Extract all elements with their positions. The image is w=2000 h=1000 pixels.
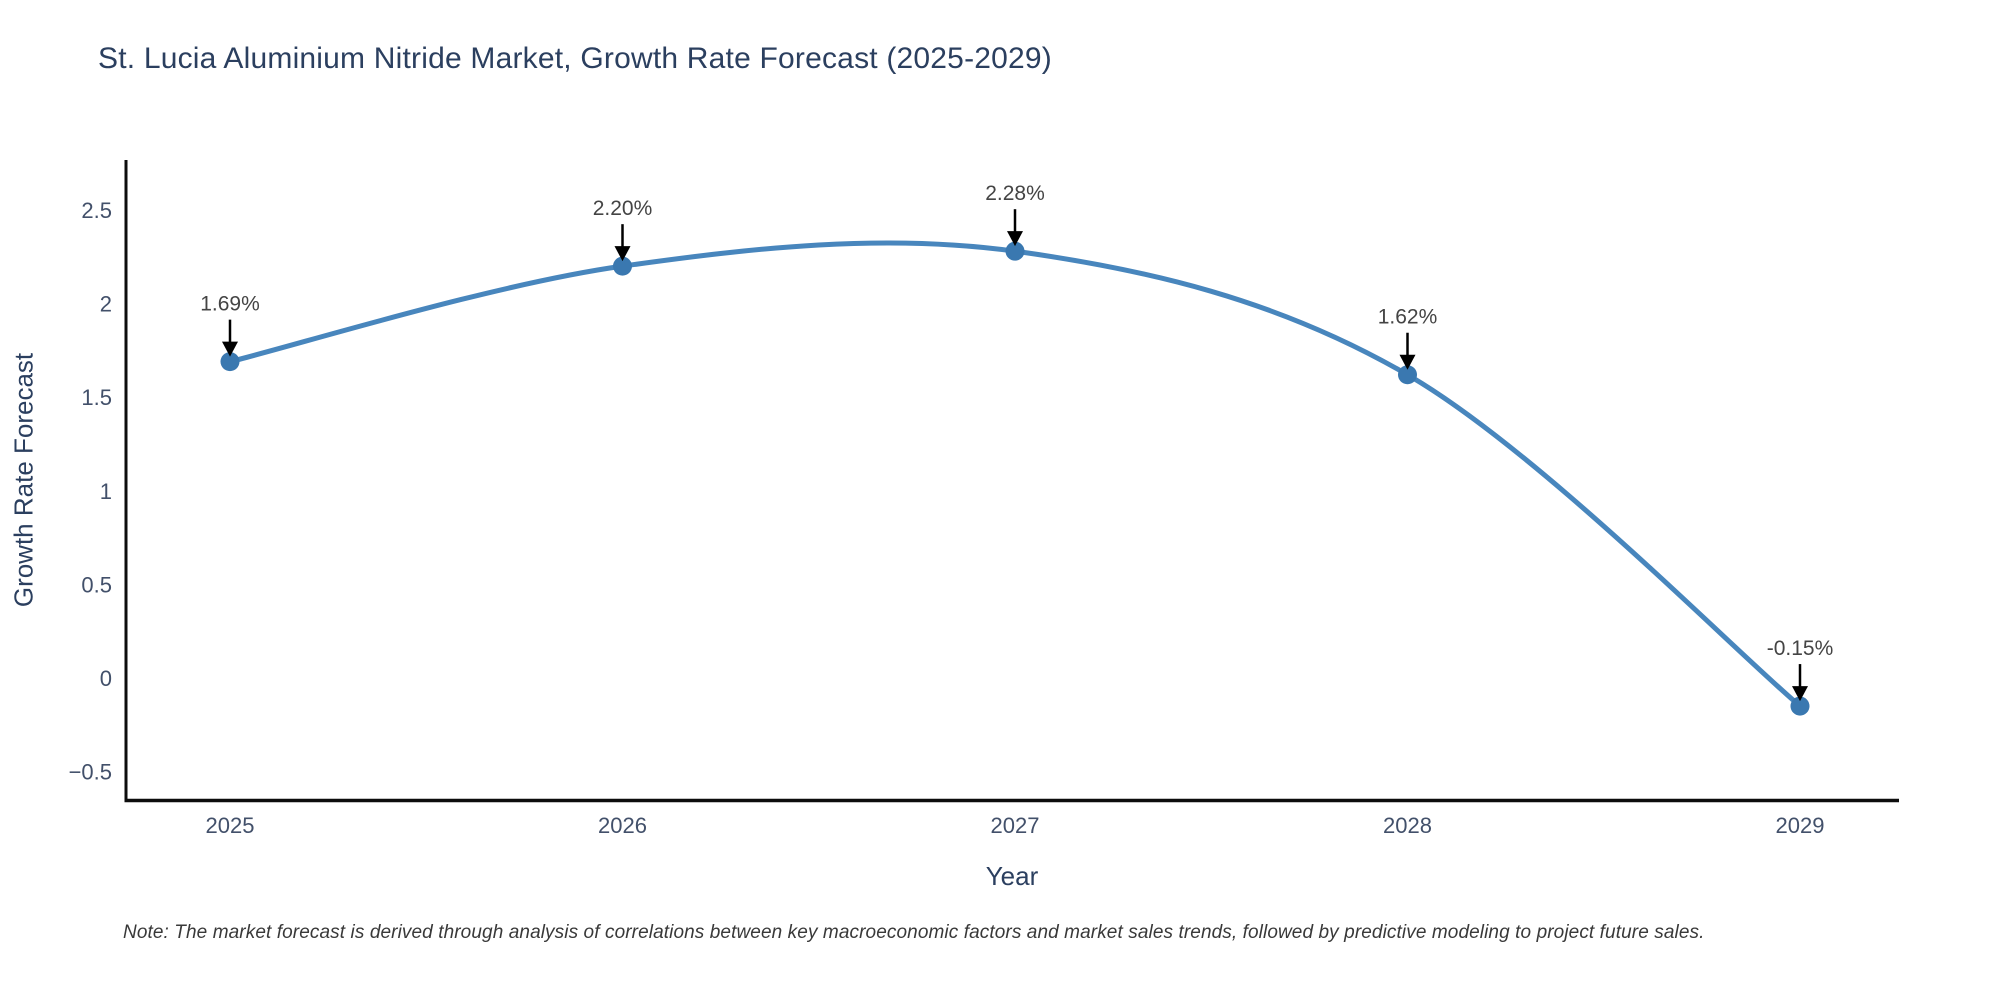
y-tick-label: 2.5	[81, 198, 112, 223]
series-line-group	[227, 240, 1803, 709]
data-point	[1398, 365, 1417, 385]
y-tick-label: 0	[100, 666, 112, 691]
x-tick-label: 2025	[206, 813, 255, 838]
point-value-label: 1.69%	[200, 293, 260, 316]
point-value-label: 2.20%	[593, 197, 653, 220]
y-tick-label: 1	[100, 479, 112, 504]
data-point	[220, 352, 240, 372]
x-tick-labels: 2025 2026 2027 2028 2029	[206, 813, 1825, 838]
point-value-label: 1.62%	[1378, 306, 1438, 329]
annotation-arrowhead-icon	[222, 341, 238, 357]
chart-note: Note: The market forecast is derived thr…	[123, 922, 1705, 943]
annotation-arrowhead-icon	[1007, 231, 1023, 247]
point-value-label: 2.28%	[985, 182, 1045, 205]
annotation-arrowhead-icon	[1792, 686, 1808, 702]
x-tick-label: 2029	[1776, 813, 1825, 838]
data-point	[1790, 696, 1810, 716]
data-point	[613, 256, 632, 276]
annotation-arrowhead-icon	[1399, 354, 1416, 370]
x-tick-label: 2028	[1383, 813, 1432, 838]
data-point	[1005, 241, 1025, 261]
annotations-group: 1.69% 2.20% 2.28% 1.62% -0.15%	[200, 182, 1834, 702]
series-line	[227, 240, 1803, 709]
x-tick-label: 2027	[991, 813, 1040, 838]
annotation-arrowhead-icon	[614, 246, 631, 262]
y-tick-label: 2	[100, 292, 112, 317]
y-tick-label: 0.5	[81, 572, 112, 597]
data-points-group	[220, 241, 1810, 716]
point-value-label: -0.15%	[1767, 637, 1834, 660]
y-tick-labels: −0.5 0 0.5 1 1.5 2 2.5	[69, 198, 112, 785]
x-axis-title: Year	[985, 861, 1039, 891]
chart-title: St. Lucia Aluminium Nitride Market, Grow…	[98, 42, 1052, 75]
x-tick-label: 2026	[598, 813, 647, 838]
y-tick-label: −0.5	[69, 760, 112, 785]
y-tick-label: 1.5	[81, 385, 112, 410]
